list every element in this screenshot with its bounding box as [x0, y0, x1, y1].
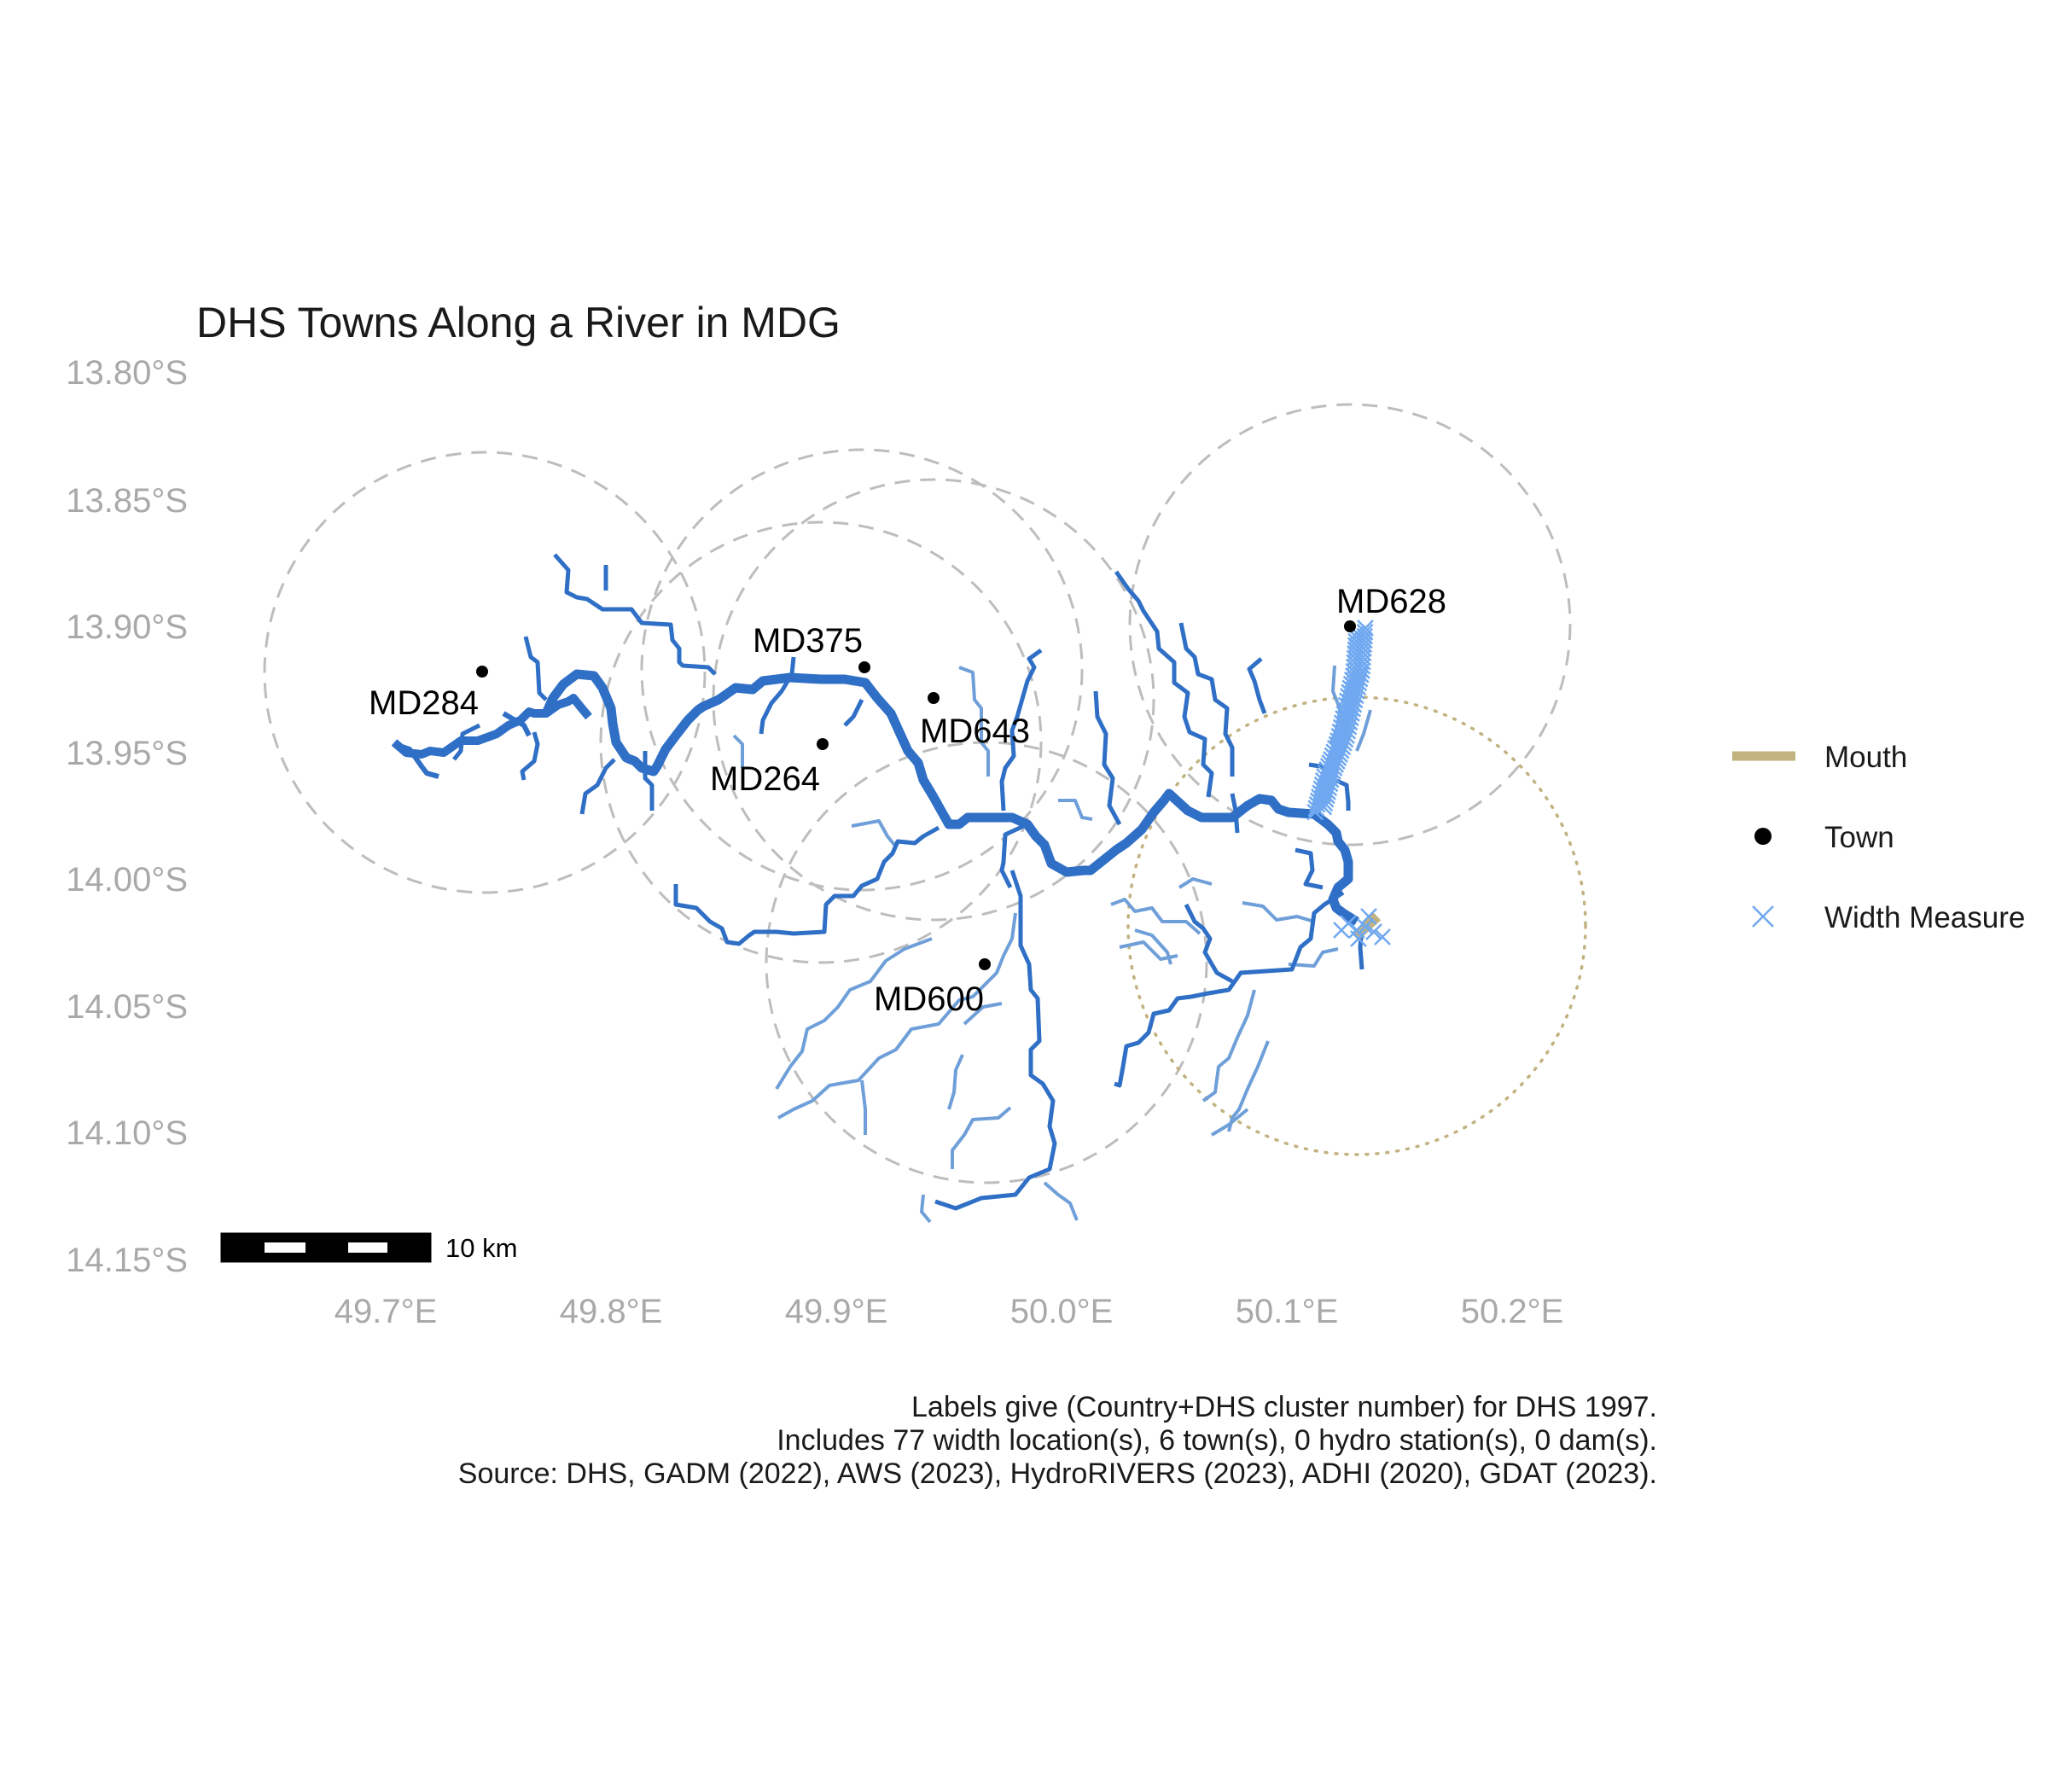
- buffer-circle-md284: [263, 451, 707, 894]
- width-measure-marker: [1360, 908, 1377, 925]
- x-tick-label: 50.0°E: [1010, 1293, 1114, 1330]
- towns-layer: MD284 MD375 MD643 MD264 MD600 MD628: [369, 583, 1446, 1018]
- y-axis: 13.80°S 13.85°S 13.90°S 13.95°S 14.00°S …: [66, 354, 188, 1279]
- width-measure-marker: [1333, 922, 1350, 939]
- legend-label-mouth: Mouth: [1824, 741, 1907, 774]
- caption-line-2: Includes 77 width location(s), 6 town(s)…: [777, 1424, 1657, 1457]
- scale-bar-segment: [387, 1234, 430, 1261]
- buffer-circle-md600: [765, 741, 1208, 1184]
- town-marker-md284: [476, 666, 488, 678]
- town-buffers: [263, 403, 1587, 1184]
- y-tick-label: 14.00°S: [66, 861, 188, 899]
- y-tick-label: 14.15°S: [66, 1242, 188, 1279]
- caption-line-1: Labels give (Country+DHS cluster number)…: [911, 1391, 1657, 1423]
- town-marker-md643: [928, 692, 940, 704]
- town-label-md264: MD264: [710, 760, 820, 798]
- width-measure-marker: [1350, 930, 1367, 947]
- width-measure-markers: [1306, 620, 1391, 947]
- x-axis: 49.7°E 49.8°E 49.9°E 50.0°E 50.1°E 50.2°…: [335, 1293, 1564, 1330]
- x-cross-icon: [1752, 905, 1774, 928]
- y-tick-label: 13.85°S: [66, 482, 188, 520]
- y-tick-label: 14.05°S: [66, 988, 188, 1026]
- width-measure-marker: [1374, 928, 1391, 945]
- scale-bar: 10 km: [220, 1232, 517, 1263]
- legend-label-town: Town: [1824, 821, 1894, 854]
- town-label-md628: MD628: [1336, 583, 1446, 620]
- legend: Mouth Town Width Measure: [1732, 741, 2025, 934]
- town-label-md643: MD643: [920, 713, 1030, 750]
- buffer-circle-md264: [599, 521, 1043, 964]
- width-measure-marker: [1306, 803, 1324, 821]
- town-marker-md600: [979, 958, 991, 970]
- width-measure-marker: [1365, 923, 1382, 940]
- legend-label-width-measure: Width Measure: [1824, 901, 2025, 934]
- town-label-md375: MD375: [753, 622, 863, 660]
- river-network: [452, 553, 1364, 1211]
- map-title: DHS Towns Along a River in MDG: [196, 299, 841, 346]
- scale-bar-segment: [305, 1234, 348, 1261]
- y-tick-label: 14.10°S: [66, 1114, 188, 1152]
- scale-bar-label: 10 km: [445, 1233, 517, 1263]
- buffer-circle-md628: [1128, 403, 1572, 847]
- main-stem: [391, 669, 1359, 926]
- town-marker-md375: [858, 661, 870, 673]
- caption-line-3: Source: DHS, GADM (2022), AWS (2023), Hy…: [458, 1457, 1657, 1490]
- caption: Labels give (Country+DHS cluster number)…: [458, 1391, 1657, 1490]
- dot-icon: [1754, 828, 1772, 845]
- town-label-md284: MD284: [369, 684, 479, 722]
- y-tick-label: 13.95°S: [66, 735, 188, 772]
- x-tick-label: 49.7°E: [335, 1293, 438, 1330]
- width-measure-marker: [1357, 918, 1374, 935]
- x-tick-label: 49.8°E: [560, 1293, 663, 1330]
- x-tick-label: 50.2°E: [1461, 1293, 1564, 1330]
- y-tick-label: 13.90°S: [66, 608, 188, 646]
- town-marker-md628: [1344, 620, 1356, 632]
- scale-bar-segment: [222, 1234, 265, 1261]
- x-tick-label: 49.9°E: [785, 1293, 888, 1330]
- buffer-circle-md375: [640, 448, 1084, 892]
- town-marker-md264: [817, 738, 829, 750]
- x-tick-label: 50.1°E: [1236, 1293, 1339, 1330]
- y-tick-label: 13.80°S: [66, 354, 188, 392]
- town-label-md600: MD600: [874, 980, 984, 1018]
- minor-tributaries: [732, 665, 1372, 1224]
- width-measure-marker: [1315, 798, 1333, 816]
